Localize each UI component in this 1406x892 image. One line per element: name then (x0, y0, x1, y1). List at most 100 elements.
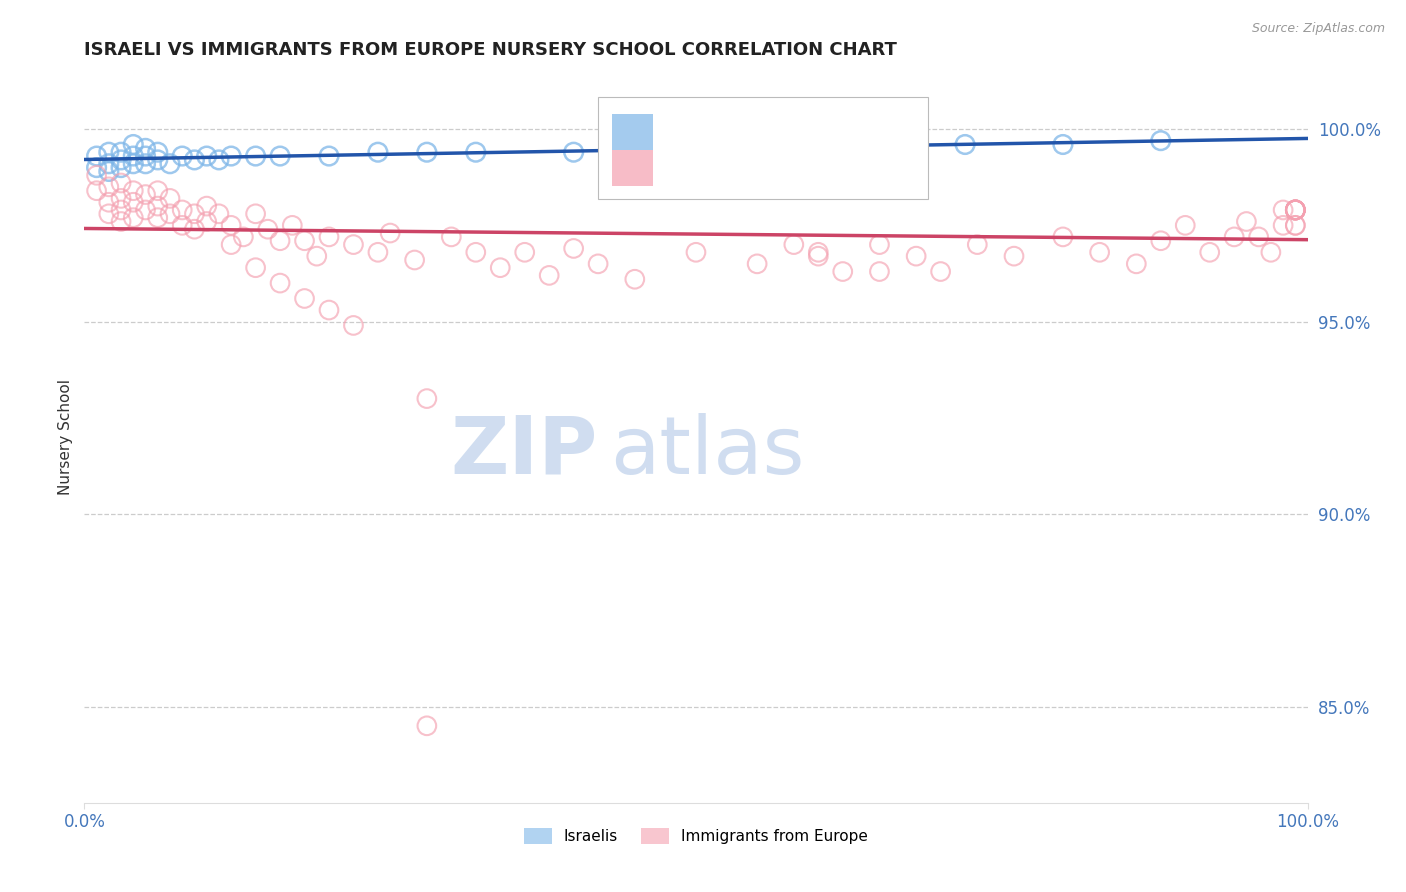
Point (269, 149, 291, 163)
Point (159, 191, 181, 205)
Point (208, 153, 231, 167)
Text: N = 80: N = 80 (806, 154, 869, 172)
Point (905, 249, 928, 263)
Point (122, 195, 145, 210)
Point (562, 242, 585, 256)
Point (1125, 257, 1147, 271)
Point (1284, 202, 1306, 217)
Point (110, 202, 132, 217)
FancyBboxPatch shape (612, 151, 654, 186)
Point (146, 153, 169, 167)
Point (97, 179, 120, 194)
Point (1052, 230, 1074, 244)
Point (110, 214, 132, 228)
Point (245, 207, 267, 221)
Point (110, 191, 132, 205)
Point (86, 149, 108, 163)
Text: ZIP: ZIP (451, 413, 598, 491)
Point (685, 141, 707, 155)
Point (1150, 234, 1173, 248)
Point (807, 245, 830, 260)
Point (807, 249, 830, 263)
Point (440, 230, 463, 244)
Point (86, 169, 108, 183)
Point (464, 245, 486, 260)
Point (1272, 219, 1295, 233)
Point (1284, 202, 1306, 217)
Point (146, 145, 169, 160)
Point (1284, 202, 1306, 217)
Point (380, 226, 402, 240)
Point (172, 202, 194, 217)
Point (747, 257, 769, 271)
Point (257, 222, 280, 236)
Point (404, 252, 426, 267)
Point (122, 211, 145, 225)
Point (318, 149, 340, 163)
Point (966, 237, 988, 252)
Text: R = 0.485: R = 0.485 (659, 118, 742, 136)
Point (281, 219, 304, 233)
Point (562, 145, 585, 160)
Point (146, 199, 169, 213)
Point (183, 153, 205, 167)
Point (122, 149, 145, 163)
Point (783, 237, 806, 252)
Text: N = 35: N = 35 (806, 118, 869, 136)
Point (367, 245, 389, 260)
Point (135, 157, 157, 171)
Point (1223, 230, 1246, 244)
Point (146, 184, 169, 198)
Point (367, 145, 389, 160)
Point (159, 157, 181, 171)
Point (1284, 202, 1306, 217)
Point (1052, 137, 1074, 152)
Point (464, 145, 486, 160)
Point (869, 137, 891, 152)
Point (245, 260, 267, 275)
Point (195, 214, 218, 228)
Point (1284, 219, 1306, 233)
Text: Source: ZipAtlas.com: Source: ZipAtlas.com (1251, 22, 1385, 36)
Point (294, 234, 316, 248)
Point (172, 149, 194, 163)
Point (342, 237, 364, 252)
Point (1002, 249, 1025, 263)
Point (183, 222, 205, 236)
Point (318, 230, 340, 244)
Point (1247, 230, 1270, 244)
Point (869, 237, 891, 252)
Point (110, 176, 132, 190)
Point (86, 184, 108, 198)
Point (245, 149, 267, 163)
Point (318, 303, 340, 318)
Point (513, 245, 536, 260)
Point (929, 264, 952, 278)
Point (1260, 245, 1282, 260)
Point (586, 257, 609, 271)
Point (1284, 202, 1306, 217)
Point (183, 207, 205, 221)
Point (1174, 219, 1197, 233)
Point (97, 195, 120, 210)
Point (624, 272, 647, 286)
Point (135, 187, 157, 202)
Point (122, 184, 145, 198)
Point (1284, 202, 1306, 217)
Point (195, 149, 218, 163)
Point (1284, 219, 1306, 233)
Point (269, 234, 291, 248)
Point (1088, 245, 1111, 260)
FancyBboxPatch shape (598, 97, 928, 200)
Point (489, 260, 512, 275)
Point (416, 719, 439, 733)
Point (1198, 245, 1220, 260)
Point (122, 157, 145, 171)
Y-axis label: Nursery School: Nursery School (58, 379, 73, 495)
Point (97, 157, 120, 171)
Point (110, 161, 132, 175)
Point (685, 245, 707, 260)
Text: R = 0.207: R = 0.207 (659, 154, 742, 172)
Text: atlas: atlas (610, 413, 804, 491)
Point (1272, 202, 1295, 217)
